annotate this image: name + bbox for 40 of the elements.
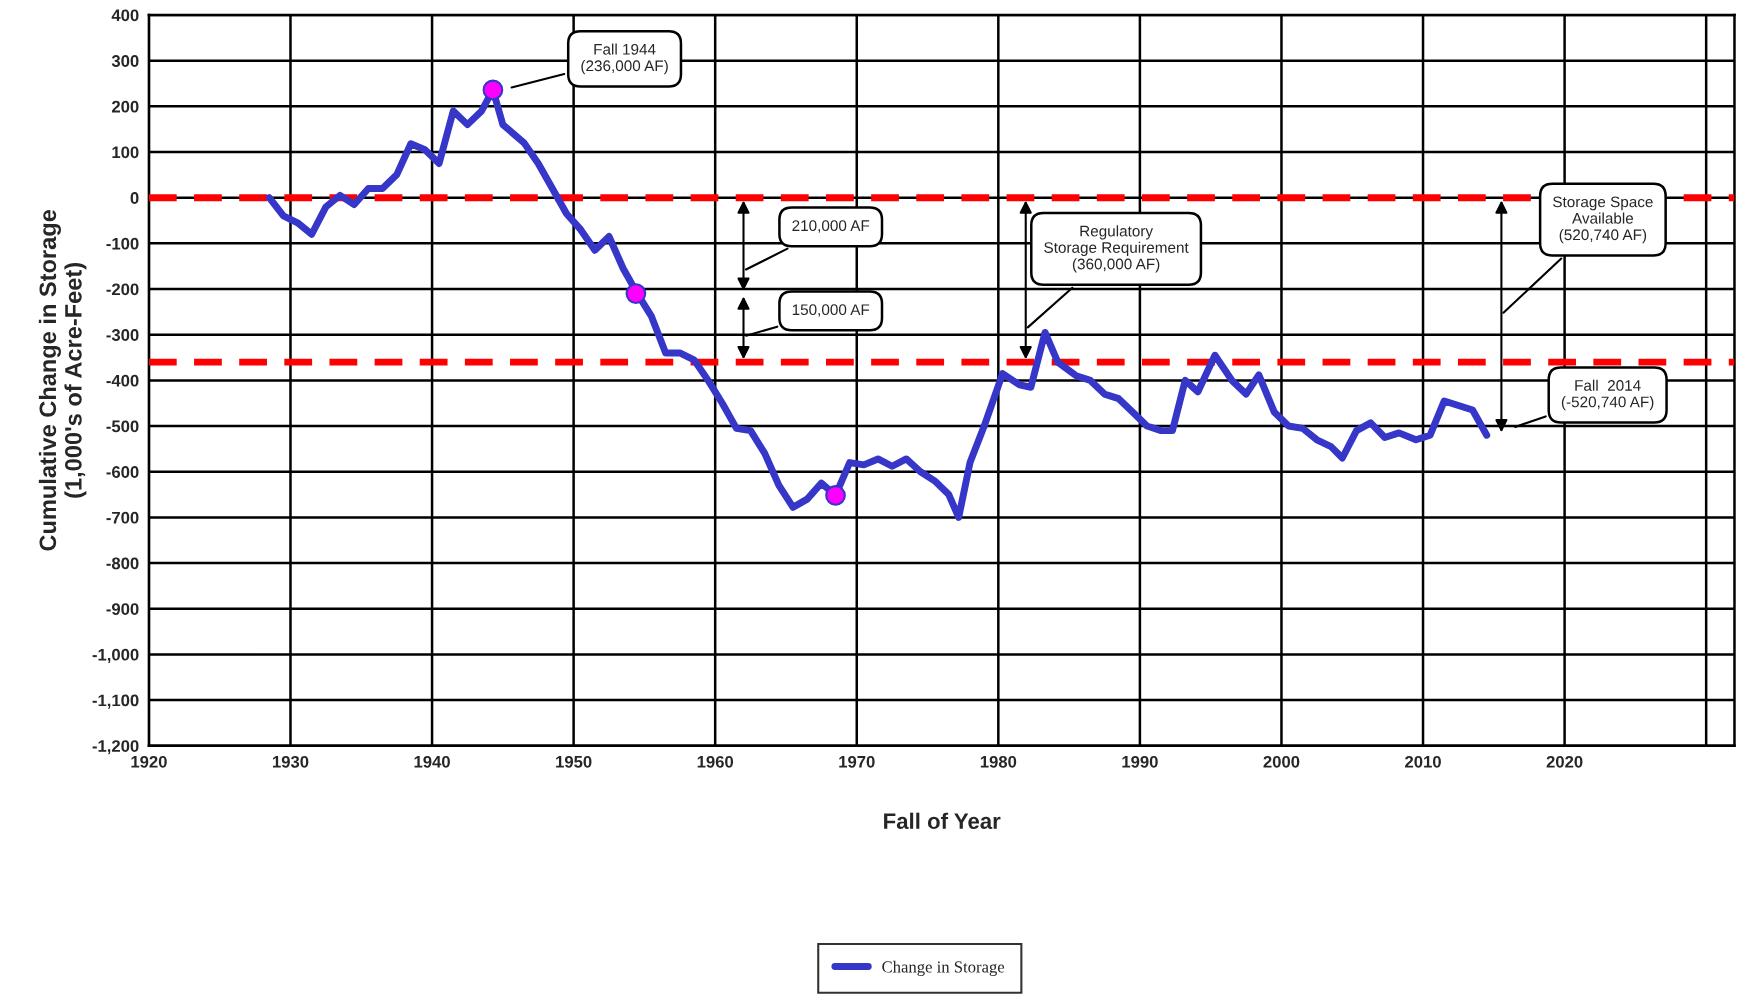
y-tick-label: -100: [106, 237, 139, 250]
x-tick-label: 1960: [697, 755, 734, 768]
y-tick-label: -1,100: [92, 694, 139, 709]
x-tick-label: 1930: [273, 755, 309, 768]
y-tick-label: -400: [106, 374, 139, 387]
y-axis-title: Cumulative Change in Storage (1,000's of Acre-Feet): [38, 209, 87, 551]
x-tick-label: 1950: [556, 755, 592, 768]
y-tick-label: 0: [130, 192, 139, 204]
y-tick-label: 400: [111, 9, 139, 22]
x-tick-label: 2020: [1546, 755, 1583, 768]
annotation: Regulatory Storage Requirement (360,000 AF): [1044, 225, 1189, 273]
x-tick-label: 2010: [1405, 755, 1441, 768]
y-tick-label: 100: [112, 146, 139, 159]
y-tick-label: -300: [106, 329, 139, 341]
x-tick-label: 1920: [131, 755, 167, 768]
x-tick-label: 1980: [980, 755, 1017, 768]
point: [825, 485, 846, 506]
point: [482, 79, 504, 101]
y-tick-label: -200: [106, 283, 139, 296]
x-tick-label: 1970: [839, 755, 875, 768]
y-tick-label: -800: [106, 557, 139, 570]
point: [625, 283, 647, 304]
x-tick-label: 1990: [1122, 755, 1158, 768]
y-tick-label: -900: [106, 603, 139, 615]
y-tick-label: 300: [111, 55, 139, 67]
annotation: Fall 1944 (236,000 AF): [581, 43, 668, 75]
x-tick-label: 1940: [414, 755, 450, 768]
annotation: 150,000 AF: [792, 304, 870, 317]
y-tick-label: -500: [106, 420, 139, 433]
y-tick-label: -700: [106, 511, 139, 524]
x-axis-title: Fall of Year: [884, 812, 1001, 829]
legend-label: Change in Storage: [882, 960, 1005, 976]
annotation: 210,000 AF: [792, 220, 870, 233]
annotation: Storage Space Available (520,740 AF): [1553, 196, 1653, 244]
y-tick-label: -600: [106, 466, 139, 478]
x-tick-label: 2000: [1263, 755, 1300, 768]
annotation: Fall 2014 (-520,740 AF): [1561, 379, 1654, 411]
y-tick-label: 200: [111, 100, 139, 113]
y-tick-label: -1,000: [92, 648, 139, 664]
y-tick-label: -1,200: [92, 740, 139, 755]
